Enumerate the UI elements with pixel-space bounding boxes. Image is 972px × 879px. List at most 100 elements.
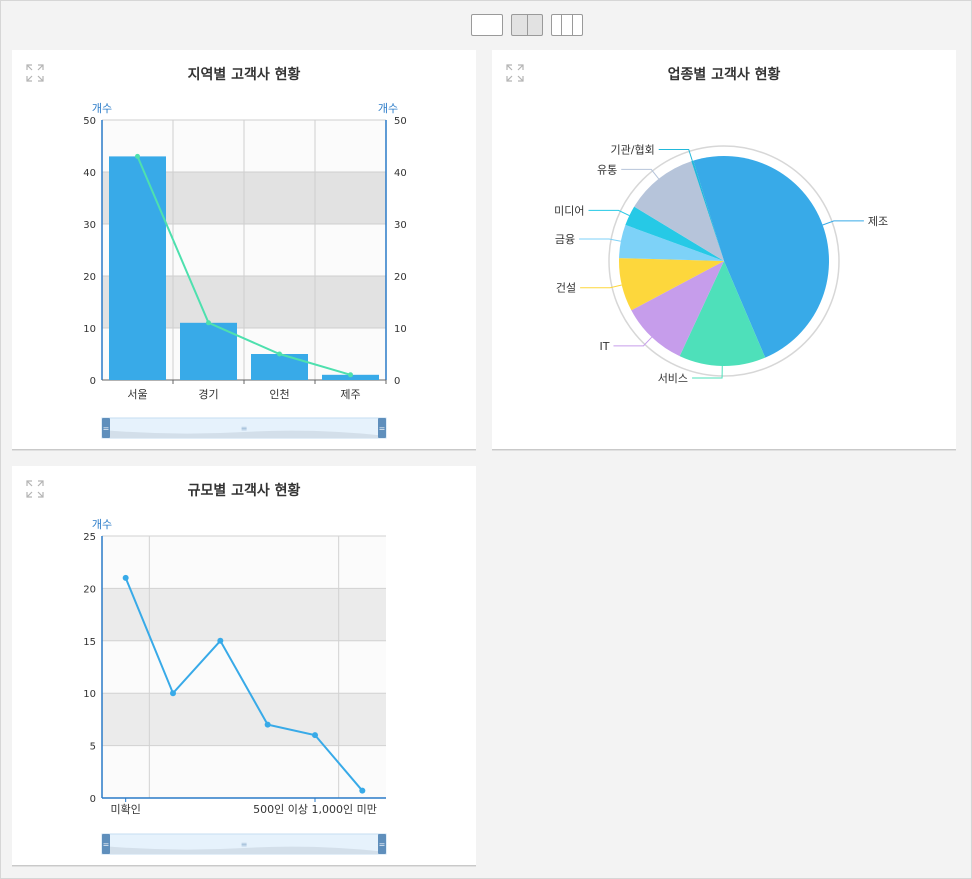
y-tick-label: 25 <box>83 532 96 543</box>
series-point[interactable] <box>122 574 129 581</box>
panel-title: 업종별 고객사 현황 <box>667 67 781 83</box>
series-point[interactable] <box>264 721 271 728</box>
layout-cell <box>573 15 582 35</box>
y-tick-label-right: 50 <box>394 116 407 127</box>
pie-slice-기관/협회[interactable] <box>691 160 724 261</box>
pie-leader-line <box>588 209 630 217</box>
pie-leader-line <box>621 168 660 180</box>
grid-band <box>102 588 386 641</box>
layout-cell <box>472 15 502 35</box>
y-tick-label-left: 50 <box>83 116 96 127</box>
expand-icon[interactable] <box>506 64 524 82</box>
trend-point[interactable] <box>277 351 282 357</box>
y-tick-label-left: 30 <box>83 220 96 231</box>
pie-slice-금융[interactable] <box>619 224 724 261</box>
x-tick-label: 미확인 <box>110 803 140 816</box>
navigator-handle-left[interactable] <box>102 418 110 438</box>
handle-grip-icon: = <box>379 840 386 849</box>
handle-grip-icon: = <box>103 424 110 433</box>
y-tick-label-right: 40 <box>394 168 407 179</box>
y-tick-label: 5 <box>90 742 96 753</box>
y-tick-label-right: 20 <box>394 272 407 283</box>
y-tick-label: 20 <box>83 584 96 595</box>
pie-label: 금융 <box>555 233 575 246</box>
pie-slice-IT[interactable] <box>631 261 724 357</box>
bar-인천[interactable] <box>251 354 308 380</box>
series-point[interactable] <box>170 690 176 697</box>
expand-icon[interactable] <box>26 64 44 82</box>
layout-3col-button[interactable] <box>551 14 583 36</box>
y-tick-label: 10 <box>83 689 96 700</box>
pie-slice-제조[interactable] <box>693 155 830 358</box>
pie-label: 유통 <box>597 163 617 176</box>
y-tick-label-right: 0 <box>394 376 400 387</box>
y-tick-label-right: 30 <box>394 220 407 231</box>
navigator-handle-right[interactable] <box>378 834 386 854</box>
handle-grip-icon: = <box>103 840 110 849</box>
x-tick-label: 제주 <box>340 388 360 401</box>
trend-line <box>136 156 351 376</box>
bar-경기[interactable] <box>180 322 237 380</box>
range-navigator[interactable]: ≡ = = <box>101 417 387 439</box>
trend-point[interactable] <box>348 372 353 378</box>
series-line <box>124 577 364 792</box>
navigator-grip-icon: ≡ <box>241 424 248 433</box>
layout-2col-button[interactable] <box>511 14 543 36</box>
series-point[interactable] <box>359 787 366 794</box>
pie-label: 건설 <box>556 282 576 295</box>
y-tick-label-left: 20 <box>83 272 96 283</box>
grid-band <box>102 745 386 798</box>
pie-leader-line <box>579 238 621 242</box>
pie-slice-서비스[interactable] <box>679 261 766 367</box>
pie-label: 제조 <box>868 215 888 228</box>
layout-1col-button[interactable] <box>471 14 503 36</box>
layout-switcher <box>471 14 583 36</box>
grid-band <box>102 693 386 746</box>
pie-leader-line <box>822 220 864 226</box>
navigator-handle-left[interactable] <box>102 834 110 854</box>
region-chart-panel: 지역별 고객사 현황 0 0 10 10 20 20 30 30 40 40 50 50 개수 개수 서울 경… <box>12 50 476 450</box>
pie-slice-유통[interactable] <box>634 161 724 261</box>
navigator-handle-right[interactable] <box>378 418 386 438</box>
layout-cell <box>562 15 573 35</box>
y-tick-label: 0 <box>90 794 96 805</box>
layout-cell <box>552 15 563 35</box>
panel-title: 규모별 고객사 현황 <box>187 483 301 499</box>
y-tick-label-right: 10 <box>394 324 407 335</box>
y-axis-label: 개수 <box>92 518 112 531</box>
y-tick-label-left: 40 <box>83 168 96 179</box>
pie-label: 미디어 <box>554 204 584 217</box>
x-tick-label: 경기 <box>198 388 218 401</box>
bar-제주[interactable] <box>322 374 379 380</box>
pie-leader-line <box>692 365 723 379</box>
range-navigator[interactable]: ≡ = = <box>101 833 387 855</box>
y-axis-label-right: 개수 <box>378 102 398 115</box>
x-tick-label: 500인 이상 1,000인 미만 <box>253 803 377 816</box>
navigator-preview <box>102 846 386 854</box>
expand-icon[interactable] <box>26 480 44 498</box>
grid-band <box>102 640 386 694</box>
bar-서울[interactable] <box>109 156 166 380</box>
pie-leader-line <box>580 284 622 289</box>
pie-slice-건설[interactable] <box>619 258 724 311</box>
panel-title: 지역별 고객사 현황 <box>187 67 301 83</box>
trend-point[interactable] <box>206 320 211 326</box>
navigator-grip-icon: ≡ <box>241 840 248 849</box>
pie-leader-line <box>613 336 653 347</box>
grid-band <box>102 536 386 589</box>
trend-point[interactable] <box>135 153 140 159</box>
y-tick-label: 15 <box>83 637 96 648</box>
pie-slice-미디어[interactable] <box>625 206 724 261</box>
series-point[interactable] <box>217 637 224 644</box>
pie-leader-line <box>658 148 693 162</box>
series-point[interactable] <box>312 732 318 739</box>
layout-cell <box>528 15 543 35</box>
pie-label: IT <box>600 340 610 353</box>
pie-label: 서비스 <box>658 372 688 385</box>
x-tick-label: 인천 <box>269 387 289 401</box>
layout-cell <box>512 15 528 35</box>
y-tick-label-left: 10 <box>83 324 96 335</box>
